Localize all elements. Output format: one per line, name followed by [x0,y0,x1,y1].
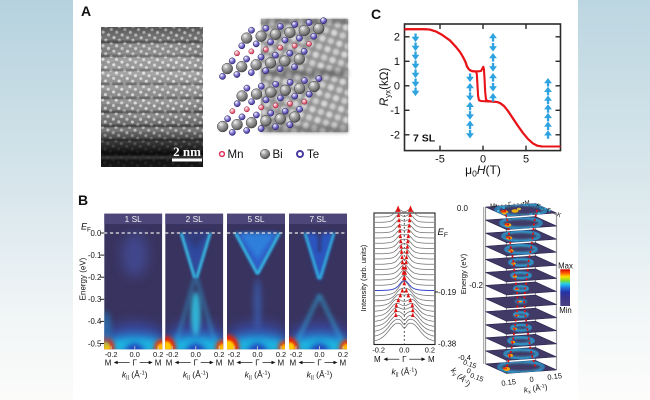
svg-text:A: A [81,3,91,19]
svg-text:2: 2 [394,32,400,44]
svg-text:-0.2: -0.2 [105,350,118,359]
svg-text:0.2: 0.2 [276,350,286,359]
svg-text:-0.2: -0.2 [88,273,101,282]
svg-text:μ0H(T): μ0H(T) [465,163,501,179]
svg-text:0.0: 0.0 [399,346,409,355]
svg-text:M: M [166,358,173,367]
svg-text:0.15: 0.15 [501,377,517,388]
svg-text:C: C [371,6,381,22]
svg-text:0.15: 0.15 [547,371,563,382]
svg-text:k|| (Å-1): k|| (Å-1) [122,369,148,381]
svg-text:M: M [374,355,381,364]
svg-text:Energy (eV): Energy (eV) [79,257,88,300]
svg-text:-0.5: -0.5 [88,339,102,348]
svg-text:-0.4: -0.4 [458,353,471,362]
svg-text:M: M [105,358,112,367]
svg-text:M: M [340,358,347,367]
svg-text:M•- - - Γ - - -•M: M•- - - Γ - - -•M [490,200,530,209]
svg-text:-0.2: -0.2 [469,281,483,290]
svg-text:Γ: Γ [193,358,198,367]
svg-text:EF: EF [438,227,449,239]
svg-text:0.0: 0.0 [90,229,102,238]
svg-text:0.2: 0.2 [153,350,163,359]
svg-text:Max: Max [558,262,573,271]
svg-text:M: M [216,358,223,367]
svg-text:Γ: Γ [255,358,260,367]
svg-text:-2: -2 [390,130,400,142]
svg-text:1 SL: 1 SL [125,214,142,224]
svg-text:M: M [290,358,297,367]
svg-text:-0.2: -0.2 [228,350,241,359]
svg-text:Ryx(kΩ): Ryx(kΩ) [379,68,393,106]
svg-text:kx (Å-1): kx (Å-1) [523,382,548,396]
svg-text:Energy (eV): Energy (eV) [459,253,468,294]
svg-text:0: 0 [529,375,534,384]
svg-text:0: 0 [480,154,486,166]
svg-text:M: M [228,358,235,367]
svg-text:k|| (Å-1): k|| (Å-1) [391,367,417,379]
svg-text:-0.38: -0.38 [438,340,457,349]
svg-text:7 SL: 7 SL [413,133,436,145]
svg-text:0.0: 0.0 [252,350,262,359]
svg-text:k|| (Å-1): k|| (Å-1) [183,369,209,381]
svg-text:M: M [278,358,285,367]
svg-text:0.0: 0.0 [191,350,201,359]
svg-text:1: 1 [394,56,400,68]
svg-text:-0.2: -0.2 [290,350,303,359]
svg-text:EF: EF [81,222,91,234]
svg-text:-5: -5 [435,154,445,166]
svg-text:-0.19: -0.19 [438,288,457,297]
svg-text:Min: Min [559,306,572,315]
svg-text:-0.2: -0.2 [166,350,179,359]
svg-text:0.15: 0.15 [462,359,477,370]
svg-text:k|| (Å-1): k|| (Å-1) [307,369,333,381]
svg-text:M: M [428,355,435,364]
svg-text:-0.4: -0.4 [88,317,102,326]
svg-text:Intensity (arb. units): Intensity (arb. units) [359,244,368,311]
svg-text:7 SL: 7 SL [309,214,326,224]
svg-text:0.2: 0.2 [214,350,224,359]
svg-text:0.2: 0.2 [425,346,435,355]
svg-text:2 nm: 2 nm [173,144,201,159]
svg-text:Bi: Bi [273,149,283,161]
svg-text:M: M [155,358,162,367]
svg-text:0: 0 [465,368,471,376]
svg-text:0.0: 0.0 [130,350,140,359]
svg-text:-1: -1 [390,105,400,117]
svg-text:Mn: Mn [228,149,244,161]
svg-text:k|| (Å-1): k|| (Å-1) [245,369,271,381]
svg-text:5: 5 [523,154,529,166]
svg-text:Γ: Γ [402,355,407,364]
svg-text:-0.2: -0.2 [372,346,385,355]
svg-text:0.2: 0.2 [338,350,348,359]
svg-text:Te: Te [307,149,319,161]
svg-text:Γ: Γ [317,358,322,367]
svg-text:-0.3: -0.3 [88,295,101,304]
svg-text:0: 0 [394,81,400,93]
svg-text:Γ: Γ [132,358,137,367]
svg-text:B: B [78,192,88,208]
svg-text:0.0: 0.0 [314,350,324,359]
svg-text:5 SL: 5 SL [247,214,264,224]
svg-text:0.15: 0.15 [469,372,484,383]
svg-text:0.0: 0.0 [457,204,469,213]
svg-text:-0.1: -0.1 [88,251,101,260]
svg-text:2 SL: 2 SL [186,214,203,224]
